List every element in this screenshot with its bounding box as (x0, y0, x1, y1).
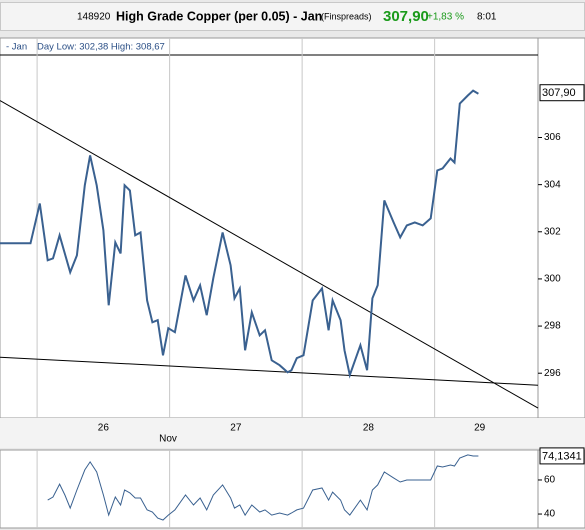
trendline (0, 100, 539, 409)
y-tick-label: 300 (544, 274, 561, 285)
header-price: 307,90 (383, 8, 429, 25)
x-tick-label: 29 (474, 423, 486, 434)
trendline (0, 356, 539, 386)
y-tick-label: 304 (544, 179, 561, 190)
y-tick-label: 306 (544, 132, 561, 143)
x-tick-label: 26 (98, 423, 110, 434)
price-line (0, 89, 479, 379)
last-value-box (539, 84, 585, 102)
last-value-label: 307,90 (542, 87, 576, 99)
x-tick-label: 28 (363, 423, 375, 434)
last-value-box (539, 447, 585, 465)
y-tick-label: 298 (544, 321, 561, 332)
instrument-id: 148920 (77, 12, 111, 23)
header-title: High Grade Copper (per 0.05) - Jan (116, 9, 322, 23)
price-line (47, 454, 479, 521)
header-bar (0, 2, 585, 31)
subtitle: - Jan (6, 42, 27, 53)
date-strip (0, 418, 585, 448)
header-source: (Finspreads) (321, 11, 372, 21)
y-tick-label: 60 (544, 475, 556, 486)
x-axis-label: Nov (159, 434, 177, 445)
header-time: 8:01 (477, 12, 497, 23)
last-value-label: 74,1341 (542, 450, 582, 462)
header-change: +1,83 % (427, 12, 464, 23)
annotation: Day Low: 302,38 High: 308,67 (37, 42, 165, 53)
main-axis (537, 37, 585, 419)
y-tick-label: 302 (544, 226, 561, 237)
x-tick-label: 27 (230, 423, 242, 434)
y-tick-label: 40 (544, 509, 556, 520)
y-tick-label: 296 (544, 368, 561, 379)
